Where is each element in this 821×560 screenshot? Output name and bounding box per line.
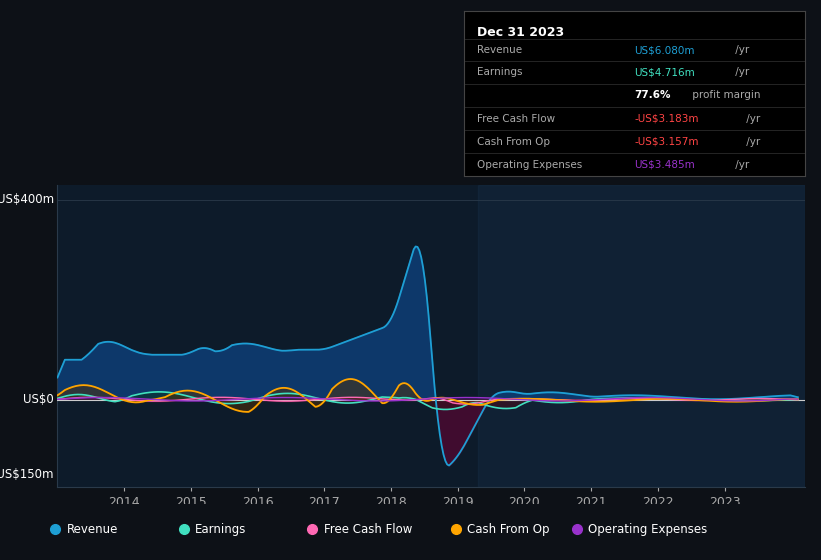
Text: Earnings: Earnings — [195, 522, 246, 536]
Text: US$3.485m: US$3.485m — [635, 160, 695, 170]
Text: 77.6%: 77.6% — [635, 91, 671, 100]
Text: Dec 31 2023: Dec 31 2023 — [478, 26, 565, 39]
Text: US$0: US$0 — [23, 393, 53, 406]
Text: /yr: /yr — [743, 137, 760, 147]
Text: profit margin: profit margin — [689, 91, 760, 100]
Text: /yr: /yr — [732, 45, 750, 55]
Text: US$400m: US$400m — [0, 193, 53, 206]
Text: Revenue: Revenue — [478, 45, 523, 55]
Text: Operating Expenses: Operating Expenses — [478, 160, 583, 170]
Bar — [478, 185, 805, 487]
Text: /yr: /yr — [743, 114, 760, 124]
Text: -US$3.183m: -US$3.183m — [635, 114, 699, 124]
Text: -US$3.157m: -US$3.157m — [635, 137, 699, 147]
Text: Cash From Op: Cash From Op — [467, 522, 549, 536]
Text: US$4.716m: US$4.716m — [635, 67, 695, 77]
Text: /yr: /yr — [732, 67, 750, 77]
Text: /yr: /yr — [732, 160, 750, 170]
Text: -US$150m: -US$150m — [0, 468, 53, 481]
Text: Operating Expenses: Operating Expenses — [588, 522, 707, 536]
Text: Free Cash Flow: Free Cash Flow — [478, 114, 556, 124]
Text: Revenue: Revenue — [67, 522, 118, 536]
Text: Cash From Op: Cash From Op — [478, 137, 551, 147]
Text: US$6.080m: US$6.080m — [635, 45, 695, 55]
Text: Earnings: Earnings — [478, 67, 523, 77]
Text: Free Cash Flow: Free Cash Flow — [323, 522, 412, 536]
